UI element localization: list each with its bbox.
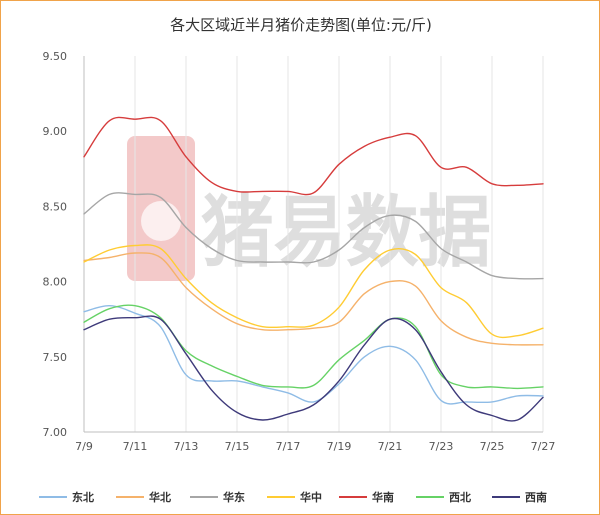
x-tick-label: 7/21 <box>378 440 403 453</box>
y-tick-label: 8.50 <box>43 200 68 213</box>
legend-item: 华东 <box>190 490 245 504</box>
legend: 东北 华北 华东 华中 华南 西北 西南 <box>39 490 547 504</box>
series-line-华东 <box>83 192 544 280</box>
axes <box>83 56 543 433</box>
legend-item: 东北 <box>39 490 94 504</box>
watermark-text: 猪易数据 <box>201 187 491 278</box>
x-tick-label: 7/19 <box>327 440 352 453</box>
chart-title: 各大区域近半月猪价走势图(单位:元/斤) <box>170 16 432 34</box>
legend-label: 华东 <box>223 490 245 504</box>
legend-label: 西北 <box>449 490 471 504</box>
y-tick-label: 7.00 <box>43 426 68 439</box>
x-tick-label: 7/23 <box>429 440 454 453</box>
legend-item: 西南 <box>492 490 547 504</box>
y-tick-label: 7.50 <box>43 351 68 364</box>
x-tick-label: 7/25 <box>480 440 505 453</box>
y-tick-label: 9.00 <box>43 125 68 138</box>
legend-label: 东北 <box>72 490 94 504</box>
y-tick-label: 9.50 <box>43 50 68 63</box>
series-lines <box>83 116 544 422</box>
legend-item: 西北 <box>416 490 471 504</box>
x-tick-label: 7/15 <box>225 440 250 453</box>
x-axis-ticks: 7/9 7/11 7/13 7/15 7/17 7/19 7/21 7/23 7/25 7/27 <box>75 440 555 453</box>
legend-item: 华中 <box>267 490 322 504</box>
y-tick-label: 8.00 <box>43 276 68 289</box>
legend-item: 华北 <box>116 490 171 504</box>
y-axis-ticks: 7.00 7.50 8.00 8.50 9.00 9.50 <box>43 50 68 439</box>
series-line-华北 <box>83 252 544 346</box>
series-line-西南 <box>83 315 544 422</box>
x-tick-label: 7/17 <box>276 440 301 453</box>
series-line-华中 <box>83 244 544 339</box>
x-tick-label: 7/13 <box>174 440 199 453</box>
series-line-华南 <box>83 116 544 196</box>
legend-label: 华南 <box>372 490 394 504</box>
x-tick-label: 7/27 <box>531 440 556 453</box>
x-tick-label: 7/11 <box>123 440 148 453</box>
legend-label: 华中 <box>300 490 322 504</box>
legend-label: 华北 <box>149 490 171 504</box>
legend-item: 华南 <box>339 490 394 504</box>
legend-label: 西南 <box>525 490 547 504</box>
x-tick-label: 7/9 <box>75 440 93 453</box>
series-line-东北 <box>83 304 544 405</box>
watermark-logo-mark <box>141 201 181 241</box>
watermark: 猪易数据 <box>127 136 491 281</box>
series-line-西北 <box>83 304 544 390</box>
